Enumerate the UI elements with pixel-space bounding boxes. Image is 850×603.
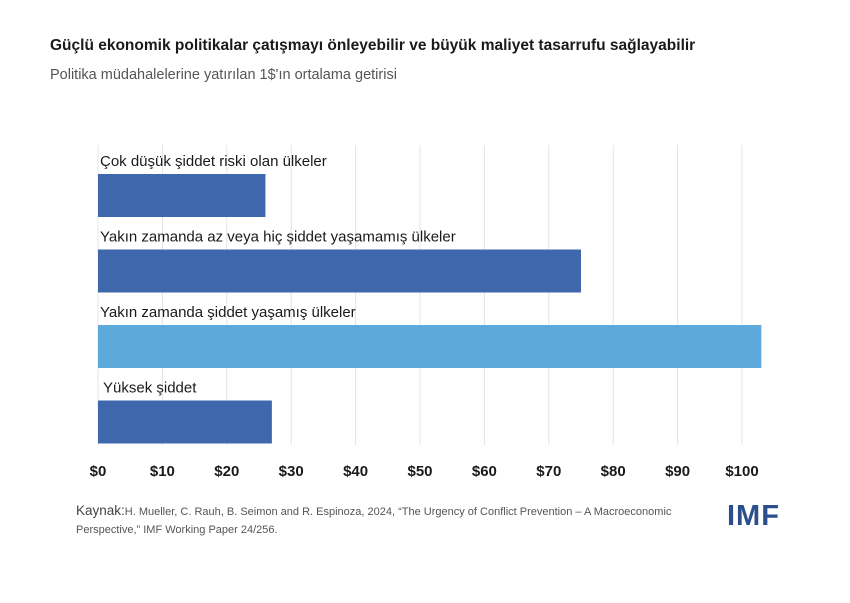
tick-label: $20 [214,463,239,480]
category-label: Çok düşük şiddet riski olan ülkeler [100,153,327,170]
bars [98,174,762,444]
bar [98,249,581,293]
tick-label: $10 [150,463,175,480]
category-label: Yüksek şiddet [103,380,197,397]
tick-label: $90 [665,463,690,480]
source-text: H. Mueller, C. Rauh, B. Seimon and R. Es… [76,506,672,536]
category-label: Yakın zamanda az veya hiç şiddet yaşamam… [100,229,456,246]
bar [98,174,266,217]
category-labels: Çok düşük şiddet riski olan ülkeler Yakın… [100,153,456,397]
chart-title: Güçlü ekonomik politikalar çatışmayı önl… [50,37,696,54]
chart-subtitle: Politika müdahalelerine yatırılan 1$'ın … [50,67,397,83]
imf-logo: IMF [727,500,780,532]
category-label: Yakın zamanda şiddet yaşamış ülkeler [100,304,356,321]
tick-label: $80 [601,463,626,480]
source-note: Kaynak:H. Mueller, C. Rauh, B. Seimon an… [76,502,716,539]
tick-label: $60 [472,463,497,480]
source-label: Kaynak: [76,503,125,518]
x-axis-tick-labels: $0 $10 $20 $30 $40 $50 $60 $70 $80 $90 $100 [90,463,759,480]
bar [98,400,272,444]
tick-label: $50 [407,463,432,480]
bar [98,325,762,368]
tick-label: $70 [536,463,561,480]
tick-label: $100 [725,463,758,480]
tick-label: $40 [343,463,368,480]
tick-label: $30 [279,463,304,480]
tick-label: $0 [90,463,107,480]
